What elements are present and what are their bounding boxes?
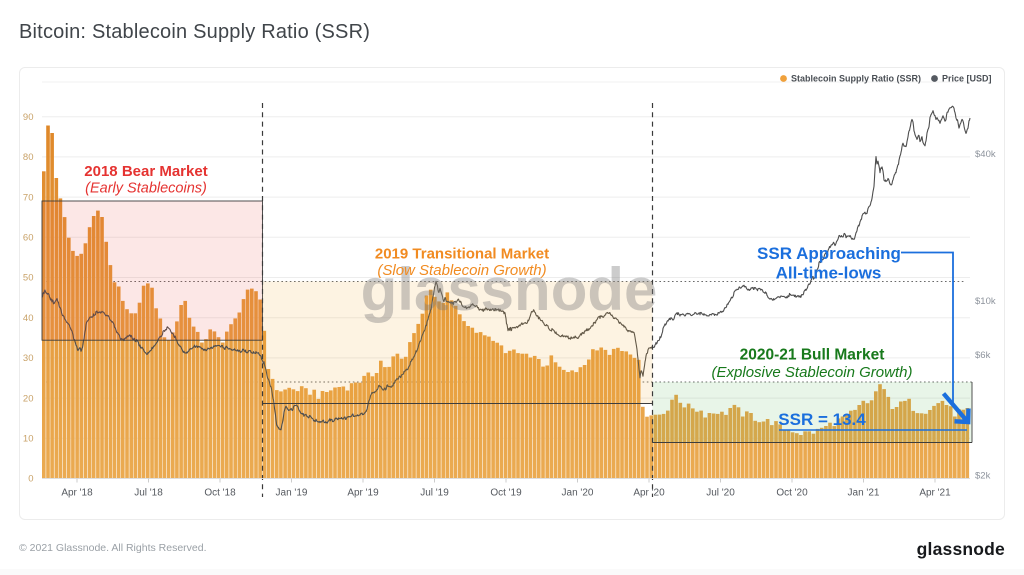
svg-text:10: 10 bbox=[23, 434, 34, 445]
svg-text:50: 50 bbox=[23, 273, 34, 284]
svg-text:Apr '19: Apr '19 bbox=[347, 488, 379, 499]
svg-text:Oct '19: Oct '19 bbox=[490, 488, 522, 499]
svg-text:40: 40 bbox=[23, 313, 34, 324]
svg-text:70: 70 bbox=[23, 192, 34, 203]
svg-text:Oct '18: Oct '18 bbox=[204, 488, 236, 499]
svg-text:Jul '19: Jul '19 bbox=[420, 488, 449, 499]
svg-text:Oct '20: Oct '20 bbox=[776, 488, 808, 499]
svg-text:Jul '20: Jul '20 bbox=[706, 488, 735, 499]
svg-text:60: 60 bbox=[23, 233, 34, 244]
svg-text:Jan '19: Jan '19 bbox=[276, 488, 308, 499]
svg-text:glassnode: glassnode bbox=[361, 256, 658, 323]
svg-text:$2k: $2k bbox=[975, 470, 991, 481]
svg-text:Apr '18: Apr '18 bbox=[61, 488, 93, 499]
svg-text:(Early Stablecoins): (Early Stablecoins) bbox=[85, 181, 207, 197]
svg-text:SSR = 13.4: SSR = 13.4 bbox=[778, 410, 866, 429]
svg-text:Apr '20: Apr '20 bbox=[633, 488, 665, 499]
svg-text:80: 80 bbox=[23, 152, 34, 163]
svg-text:SSR Approaching: SSR Approaching bbox=[757, 244, 901, 263]
svg-text:Jan '20: Jan '20 bbox=[562, 488, 594, 499]
svg-text:$6k: $6k bbox=[975, 350, 991, 361]
svg-text:0: 0 bbox=[28, 474, 33, 485]
svg-text:90: 90 bbox=[23, 112, 34, 123]
svg-text:2019 Transitional Market: 2019 Transitional Market bbox=[375, 246, 549, 263]
svg-text:(Explosive Stablecoin Growth): (Explosive Stablecoin Growth) bbox=[712, 364, 913, 381]
svg-text:Price [USD]: Price [USD] bbox=[942, 74, 992, 84]
svg-text:$10k: $10k bbox=[975, 296, 996, 307]
svg-text:2020-21 Bull Market: 2020-21 Bull Market bbox=[740, 347, 885, 364]
svg-text:(Slow Stablecoin Growth): (Slow Stablecoin Growth) bbox=[377, 262, 546, 279]
svg-text:Jan '21: Jan '21 bbox=[848, 488, 880, 499]
svg-text:2018 Bear Market: 2018 Bear Market bbox=[84, 163, 207, 180]
svg-text:20: 20 bbox=[23, 393, 34, 404]
svg-text:Jul '18: Jul '18 bbox=[134, 488, 163, 499]
svg-text:Apr '21: Apr '21 bbox=[919, 488, 951, 499]
svg-text:Stablecoin Supply Ratio (SSR): Stablecoin Supply Ratio (SSR) bbox=[791, 74, 921, 84]
svg-text:30: 30 bbox=[23, 353, 34, 364]
svg-text:$40k: $40k bbox=[975, 149, 996, 160]
svg-text:All-time-lows: All-time-lows bbox=[776, 264, 882, 283]
